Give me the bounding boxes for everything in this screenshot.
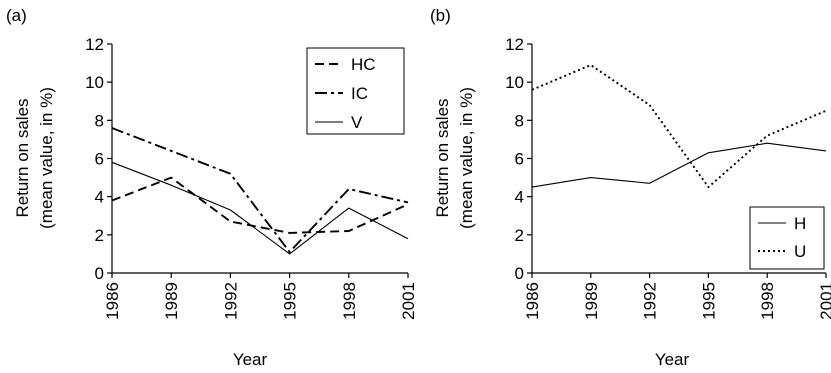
y-tick-label: 6 <box>95 150 104 169</box>
chart-panel: (a) 0 2 4 6 8 10 12 1986 1989 1992 1995 1998 2001 Year… <box>6 6 418 369</box>
y-tick-label: 0 <box>515 264 524 283</box>
y-tick-label: 2 <box>95 226 104 245</box>
series-line-H <box>531 142 827 188</box>
legend-box <box>306 47 405 135</box>
x-tick-label: 2001 <box>817 282 831 320</box>
legend-label: H <box>794 214 806 233</box>
x-tick-label: 1986 <box>523 282 542 320</box>
panel-label: (a) <box>6 6 27 25</box>
y-tick-label: 6 <box>515 150 524 169</box>
y-axis-title-line: Return on sales <box>433 98 452 217</box>
y-axis-title-line: (mean value, in %) <box>457 87 476 229</box>
x-tick-label: 1992 <box>221 282 240 320</box>
x-tick-label: 2001 <box>399 282 418 320</box>
y-tick-label: 4 <box>95 188 104 207</box>
panel-label: (b) <box>430 6 451 25</box>
series-line-V <box>111 161 409 255</box>
y-axis-title-line: Return on sales <box>13 98 32 217</box>
y-tick-label: 8 <box>515 111 524 130</box>
legend-label: U <box>794 242 806 261</box>
y-axis-title-line: (mean value, in %) <box>37 87 56 229</box>
legend: HU <box>749 206 825 270</box>
legend: HC IC V <box>306 47 405 135</box>
legend-label: V <box>351 113 363 132</box>
chart-panel: (b) 0 2 4 6 8 10 12 1986 1989 1992 1995 1998 2001 Year… <box>430 6 831 369</box>
y-tick-label: 2 <box>515 226 524 245</box>
legend-label: IC <box>351 84 368 103</box>
x-tick-label: 1995 <box>281 282 300 320</box>
series-line-IC <box>111 127 409 253</box>
x-tick-label: 1989 <box>582 282 601 320</box>
x-tick-label: 1992 <box>641 282 660 320</box>
legend-label: HC <box>351 55 376 74</box>
series-line-HC <box>111 176 409 234</box>
x-tick-label: 1989 <box>162 282 181 320</box>
x-tick-label: 1986 <box>103 282 122 320</box>
x-axis-title: Year <box>655 350 690 369</box>
legend-box <box>749 206 825 270</box>
x-axis-title: Year <box>233 350 268 369</box>
y-tick-label: 0 <box>95 264 104 283</box>
y-tick-label: 4 <box>515 188 524 207</box>
y-tick-label: 8 <box>95 111 104 130</box>
series-line-U <box>531 64 827 189</box>
y-tick-label: 12 <box>505 35 524 54</box>
y-tick-label: 10 <box>85 73 104 92</box>
x-tick-label: 1995 <box>699 282 718 320</box>
y-tick-label: 10 <box>505 73 524 92</box>
y-tick-label: 12 <box>85 35 104 54</box>
x-tick-label: 1998 <box>758 282 777 320</box>
x-tick-label: 1998 <box>340 282 359 320</box>
